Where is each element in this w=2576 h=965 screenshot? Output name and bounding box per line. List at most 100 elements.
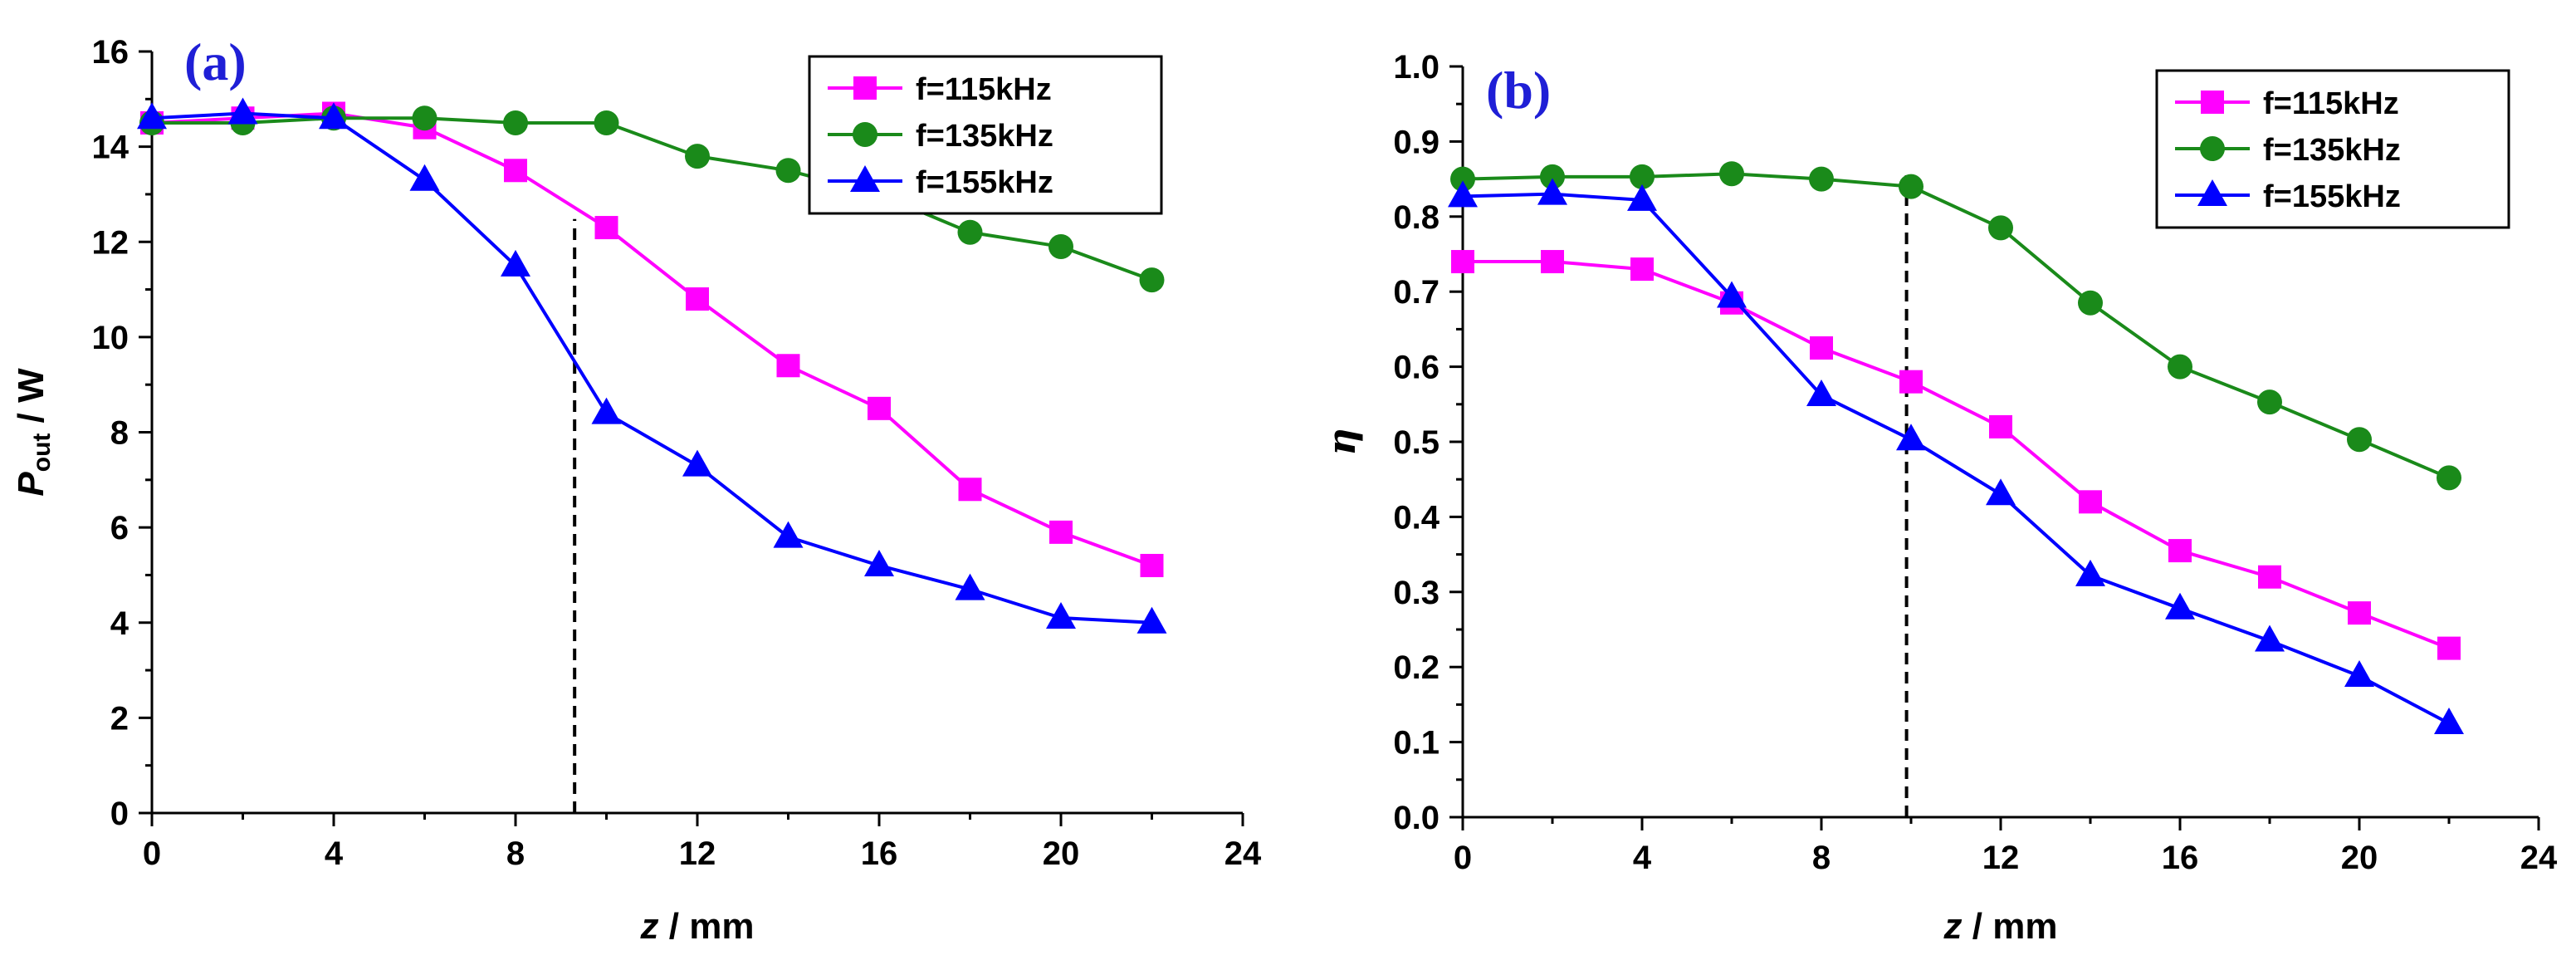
data-point: [1630, 257, 1654, 282]
series-line: [151, 111, 1153, 567]
data-point: [2255, 625, 2285, 652]
legend-label: f=135kHz: [916, 119, 1053, 154]
data-point: [2257, 389, 2282, 415]
legend-label: f=155kHz: [916, 165, 1053, 200]
x-tick-label: 4: [325, 835, 344, 872]
data-point: [2168, 354, 2192, 380]
y-tick-label: 0.0: [1393, 800, 1440, 836]
data-point: [1986, 478, 2016, 506]
y-tick-label: 0: [110, 796, 129, 832]
data-point: [591, 397, 622, 424]
data-point: [2258, 565, 2281, 589]
x-tick-label: 0: [1454, 840, 1472, 876]
data-point: [2165, 592, 2195, 620]
legend-item: f=135kHz: [828, 119, 1053, 154]
series-line: [151, 111, 1152, 625]
y-tick-label: 0.4: [1393, 499, 1440, 536]
data-point: [868, 396, 891, 420]
x-axis-variable: z: [1943, 906, 1963, 947]
data-point: [594, 110, 619, 135]
y-tick-label: 0.2: [1393, 649, 1440, 686]
data-point: [1719, 161, 1744, 187]
y-tick-label: 12: [92, 224, 130, 261]
data-point: [1541, 250, 1564, 274]
data-point: [1046, 602, 1076, 629]
data-point: [1451, 250, 1474, 274]
data-point: [1049, 520, 1073, 544]
data-point: [864, 549, 894, 576]
data-point: [1630, 164, 1655, 189]
data-point: [1448, 180, 1478, 208]
x-tick-label: 12: [679, 835, 716, 872]
y-tick-label: 0.7: [1393, 274, 1440, 311]
series-f-155khz: [137, 97, 1167, 634]
y-tick-label: 10: [92, 320, 130, 356]
series-f-115khz: [1451, 250, 2461, 660]
data-point: [503, 110, 528, 135]
data-point: [501, 249, 530, 277]
x-axis-unit: / mm: [1963, 906, 2058, 947]
data-point: [2348, 601, 2371, 625]
data-point: [955, 573, 985, 600]
legend-marker: [2201, 91, 2224, 114]
data-point: [2079, 490, 2102, 514]
y-tick-label: 8: [110, 415, 129, 452]
legend-label: f=155kHz: [2263, 179, 2401, 214]
y-tick-label: 14: [92, 130, 130, 166]
legend-item: f=115kHz: [2175, 86, 2399, 121]
data-point: [594, 216, 618, 240]
legend-label: f=135kHz: [2263, 133, 2401, 168]
y-tick-label: 2: [110, 700, 129, 737]
series-line: [1462, 192, 2450, 725]
y-axis-variable: P: [11, 472, 51, 497]
panel-label: (b): [1486, 61, 1551, 120]
legend-marker: [2197, 179, 2227, 206]
legend-item: f=155kHz: [828, 165, 1053, 200]
panel-label: (a): [184, 32, 247, 91]
data-point: [409, 164, 440, 191]
x-axis-title: z / mm: [640, 906, 755, 947]
data-point: [2347, 427, 2372, 453]
data-point: [1048, 233, 1073, 259]
y-axis-title: η: [1319, 428, 1364, 455]
data-point: [775, 158, 801, 184]
y-tick-label: 1.0: [1393, 49, 1440, 86]
data-point: [1989, 414, 2012, 438]
data-point: [2168, 539, 2192, 563]
data-point: [1540, 164, 1565, 189]
data-point: [958, 478, 982, 502]
legend-marker: [850, 165, 880, 192]
y-axis-unit: / W: [11, 368, 51, 434]
x-tick-label: 20: [2341, 840, 2378, 876]
legend-label: f=115kHz: [916, 72, 1052, 107]
chart-panel-b: 0 4 8 12 16 20 24 0.0 0.1 0.2 0.3 0.4 0.5 0.6 0.7 0.8 0.…: [1319, 49, 2558, 947]
y-tick-label: 0.5: [1393, 424, 1440, 461]
legend-marker: [853, 122, 877, 147]
data-point: [2437, 636, 2461, 660]
y-tick-label: 0.6: [1393, 350, 1440, 386]
data-point: [773, 521, 804, 548]
y-tick-label: 16: [92, 34, 130, 71]
data-point: [682, 449, 712, 477]
data-point: [1988, 215, 2013, 241]
x-tick-label: 24: [2520, 840, 2558, 876]
x-tick-label: 24: [1224, 835, 1262, 872]
y-tick-label: 4: [110, 605, 130, 642]
legend-item: f=135kHz: [2175, 133, 2401, 168]
x-tick-label: 8: [1812, 840, 1831, 876]
y-tick-label: 6: [110, 510, 129, 546]
data-point: [2075, 559, 2105, 586]
data-point: [2344, 660, 2374, 688]
chart-panel-a: 0 4 8 12 16 20 240246810121416f=115kHzf=135kHz…: [11, 32, 1262, 947]
legend-label: f=115kHz: [2263, 86, 2399, 121]
data-point: [1136, 606, 1167, 634]
y-tick-label: 0.9: [1393, 124, 1440, 160]
x-axis-title: z / mm: [1943, 906, 2058, 947]
data-point: [227, 97, 258, 125]
series-f-155khz: [1448, 178, 2464, 734]
data-point: [1899, 370, 1923, 394]
data-point: [2437, 465, 2461, 491]
y-tick-label: 0.8: [1393, 199, 1440, 236]
data-point: [1810, 336, 1833, 360]
data-point: [504, 159, 527, 183]
